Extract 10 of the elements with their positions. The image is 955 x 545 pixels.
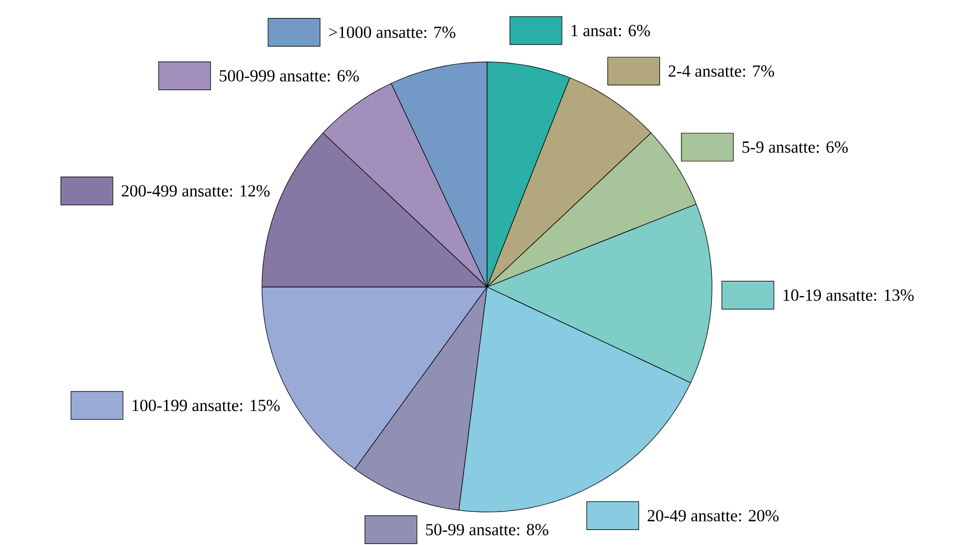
legend-label: 100-199 ansatte: 15%: [132, 400, 280, 412]
legend-label: 500-999 ansatte: 6%: [220, 70, 359, 82]
legend-label: 20-49 ansatte: 20%: [648, 510, 779, 522]
legend-label: 10-19 ansatte: 13%: [784, 289, 914, 301]
legend-label: 2-4 ansatte: 7%: [668, 65, 774, 77]
legend-label: 50-99 ansatte: 8%: [426, 524, 548, 536]
legend-label: 5-9 ansatte: 6%: [742, 141, 848, 153]
legend-label: 1 ansat: 6%: [572, 24, 650, 36]
legend-label: 200-499 ansatte: 12%: [122, 185, 270, 197]
legend-label: >1000 ansatte: 7%: [329, 26, 456, 38]
